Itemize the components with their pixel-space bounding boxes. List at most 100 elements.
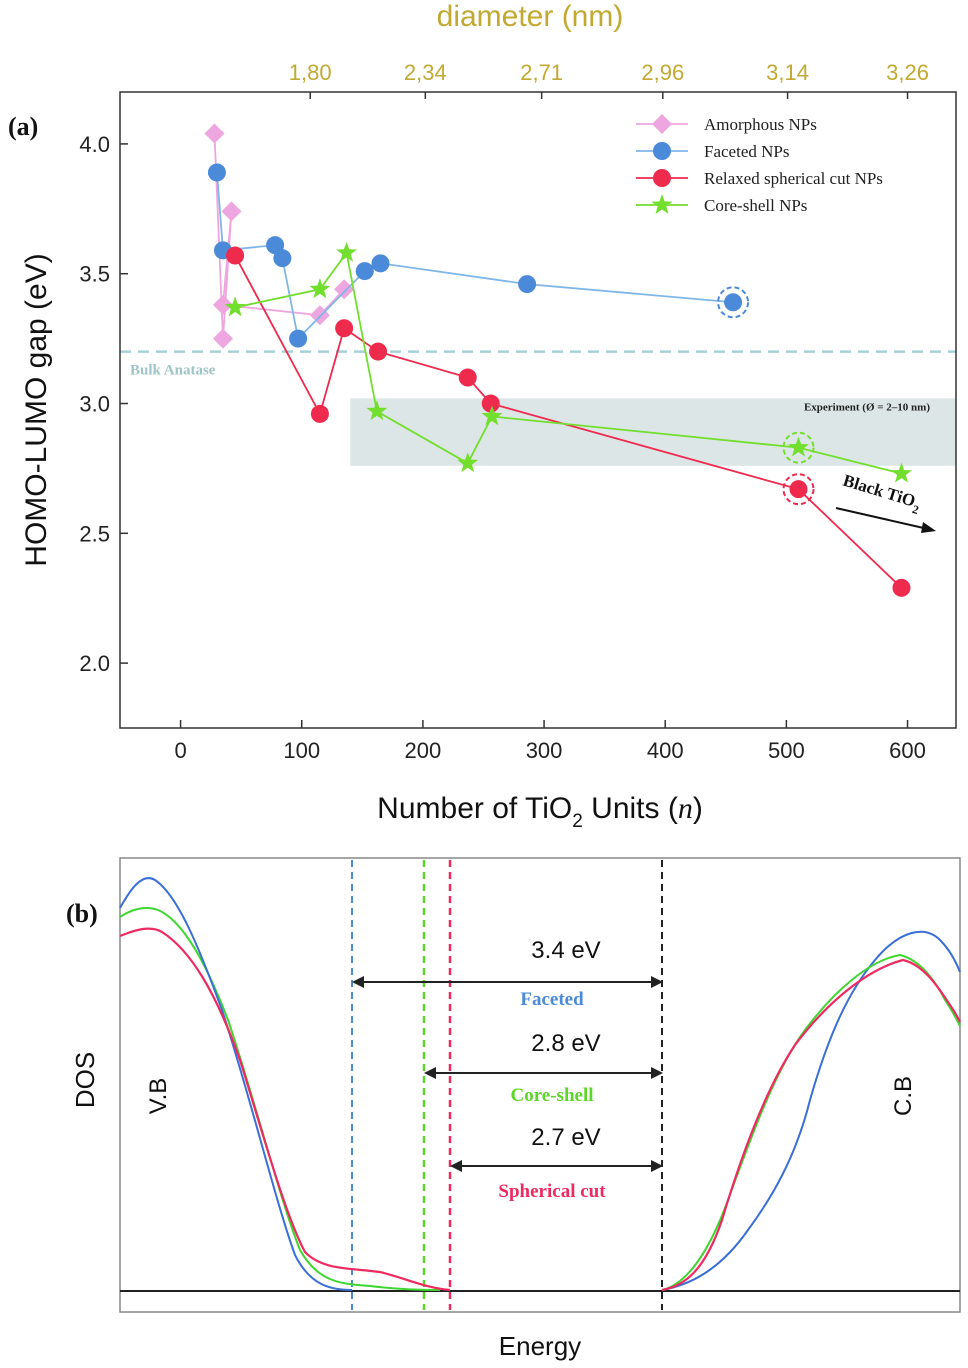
dos-curve-core-shell-cb (661, 953, 961, 1291)
legend-item: Core-shell NPs (636, 194, 807, 215)
data-point-circle (335, 319, 354, 338)
data-point-star (651, 194, 673, 214)
y-tick-label: 3.5 (79, 262, 110, 287)
data-point-circle (273, 249, 292, 268)
data-point-diamond (221, 201, 242, 222)
series-relaxed-spherical-cut-nps (226, 246, 911, 597)
data-point-diamond (212, 328, 233, 349)
top-tick-label: 2,34 (404, 60, 447, 85)
series-line (234, 250, 902, 475)
top-tick-label: 3,26 (886, 60, 929, 85)
data-point-circle (518, 275, 537, 294)
spherical-arrowhead-left (450, 1160, 462, 1172)
black-tio2-arrowhead (921, 522, 936, 533)
vb-label: V.B (145, 1078, 172, 1114)
cb-label: C.B (890, 1076, 917, 1116)
core-shell-gap-name: Core-shell (510, 1085, 593, 1106)
x-tick-label: 0 (174, 738, 186, 763)
top-tick-label: 1,80 (289, 60, 332, 85)
plot-a-frame (119, 91, 957, 729)
y-tick-label: 2.5 (79, 521, 110, 546)
legend-label: Relaxed spherical cut NPs (704, 169, 883, 188)
data-point-circle (724, 293, 743, 312)
core-shell-gap-value: 2.8 eV (531, 1030, 600, 1057)
series-faceted-nps (207, 163, 750, 348)
x-axis-label-main: Number of TiO (377, 792, 572, 825)
x-axis-label: Number of TiO2 Units (n) (377, 792, 703, 832)
panel-a-series (204, 123, 912, 597)
top-tick-label: 2,96 (641, 60, 684, 85)
black-tio2-sub: 2 (911, 502, 921, 517)
data-point-circle (207, 163, 226, 182)
faceted-gap-value: 3.4 eV (531, 937, 600, 964)
data-point-star (481, 405, 503, 426)
legend-item: Faceted NPs (636, 142, 789, 161)
data-point-circle (289, 329, 308, 348)
y-tick-label: 4.0 (79, 132, 110, 157)
data-point-circle (653, 142, 671, 160)
black-tio2-annotation: Black TiO2 (835, 471, 936, 533)
x-axis-label-var: n (678, 792, 693, 825)
data-point-star (224, 296, 246, 317)
data-point-circle (371, 254, 390, 273)
series-amorphous-nps (204, 123, 355, 349)
x-tick-label: 100 (283, 738, 320, 763)
data-point-star (891, 462, 912, 483)
data-point-circle (369, 342, 388, 361)
panel-b-chart: 3.4 eV Faceted 2.8 eV Core-shell 2.7 eV … (66, 857, 961, 1361)
legend-label: Core-shell NPs (704, 196, 807, 215)
y-tick-label: 3.0 (79, 392, 110, 417)
data-point-star (457, 452, 479, 473)
faceted-gap-name: Faceted (520, 989, 584, 1010)
legend-label: Faceted NPs (704, 142, 789, 161)
data-point-circle (481, 394, 500, 413)
gap-arrow-core-shell (424, 1067, 663, 1079)
black-tio2-arrow (835, 507, 929, 530)
highlight-ring (717, 286, 750, 319)
dos-curve-faceted-cb (661, 930, 961, 1291)
gap-arrow-spherical (450, 1160, 663, 1172)
dos-curve-spherical (119, 927, 451, 1292)
legend: Amorphous NPs Faceted NPs Relaxed spherica… (624, 106, 950, 224)
y-tick-label: 2.0 (79, 651, 110, 676)
panel-label-a: (a) (8, 112, 38, 141)
data-point-circle (310, 404, 329, 423)
x-tick-label: 600 (889, 738, 926, 763)
panel-a-chart: Bulk Anatase Experiment (Ø = 2–10 nm) 0 1… (8, 0, 957, 832)
y-axis-label: HOMO-LUMO gap (eV) (20, 253, 53, 566)
x-axis-label-rest: Units ( (583, 792, 678, 825)
x-tick-label: 300 (526, 738, 563, 763)
data-point-diamond (204, 123, 225, 144)
faceted-arrowhead-right (651, 976, 663, 988)
core-shell-arrowhead-right (651, 1067, 663, 1079)
bulk-anatase-label: Bulk Anatase (130, 363, 216, 379)
data-point-diamond (652, 114, 672, 134)
legend-item: Relaxed spherical cut NPs (636, 169, 883, 188)
data-point-circle (355, 262, 374, 281)
experiment-label: Experiment (Ø = 2–10 nm) (804, 401, 930, 413)
core-shell-arrowhead-left (424, 1067, 436, 1079)
gap-arrow-faceted (352, 976, 663, 988)
top-axis-ticks: 1,80 2,34 2,71 2,96 3,14 3,26 (289, 60, 929, 99)
data-point-star (366, 400, 388, 421)
highlight-ring (782, 473, 815, 506)
x-axis-ticks: 0 100 200 300 400 500 600 (174, 720, 926, 763)
black-tio2-label: Black TiO2 (839, 471, 923, 517)
series-line (234, 255, 903, 589)
data-point-circle (789, 480, 808, 499)
spherical-gap-value: 2.7 eV (531, 1124, 600, 1151)
legend-label: Amorphous NPs (704, 115, 817, 134)
data-point-diamond (334, 279, 355, 300)
legend-item: Amorphous NPs (636, 114, 817, 134)
x-tick-label: 500 (768, 738, 805, 763)
x-axis-label-end: ) (693, 792, 703, 825)
y-axis-ticks: 2.0 2.5 3.0 3.5 4.0 (79, 132, 128, 676)
panel-label-b: (b) (66, 899, 98, 928)
top-tick-label: 3,14 (766, 60, 809, 85)
data-point-diamond (212, 294, 233, 315)
data-point-star (788, 436, 809, 457)
plot-b-frame (119, 857, 961, 1313)
dos-axis-label: DOS (70, 1052, 100, 1108)
energy-axis-label: Energy (499, 1331, 581, 1361)
